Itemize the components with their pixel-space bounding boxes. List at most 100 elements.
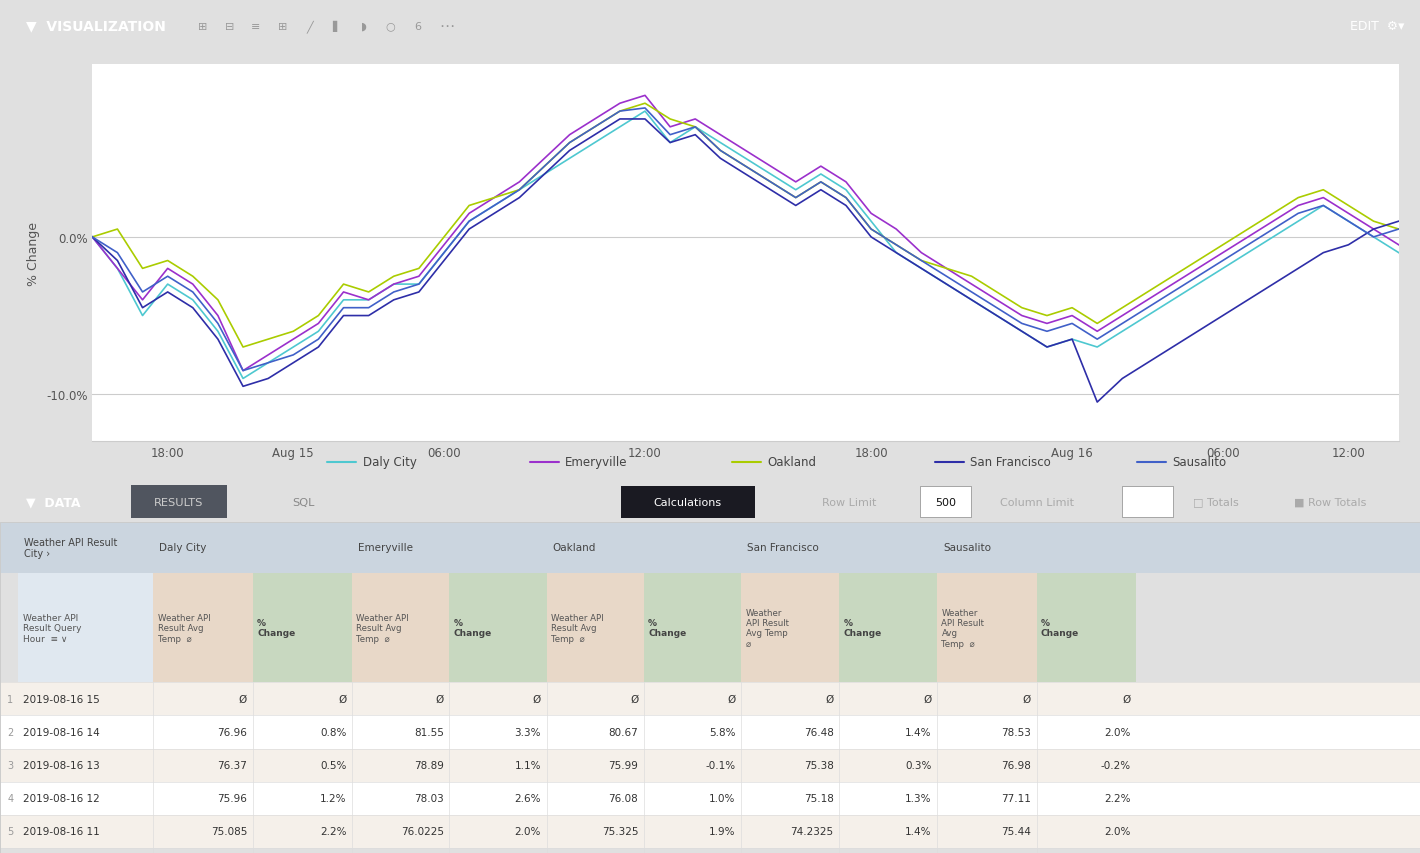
Bar (0, 682, 1420, 716)
Text: 0.5%: 0.5% (320, 760, 346, 770)
Text: %
Change: % Change (1041, 618, 1079, 638)
Bar (352, 573, 450, 682)
Text: 78.53: 78.53 (1001, 728, 1031, 737)
Text: 3.3%: 3.3% (514, 728, 541, 737)
Text: Daly City: Daly City (159, 543, 206, 553)
Text: Emeryville: Emeryville (565, 456, 628, 469)
Text: 2.2%: 2.2% (320, 827, 346, 837)
Text: Weather
API Result
Avg Temp
⌀: Weather API Result Avg Temp ⌀ (746, 608, 788, 648)
Text: Ø: Ø (630, 694, 639, 704)
Text: 1.9%: 1.9% (709, 827, 736, 837)
Text: Ø: Ø (436, 694, 443, 704)
Bar (547, 573, 645, 682)
Text: ⊟: ⊟ (226, 21, 234, 32)
Text: 2019-08-16 15: 2019-08-16 15 (23, 694, 99, 704)
Text: Ø: Ø (923, 694, 932, 704)
Text: Sausalito: Sausalito (943, 543, 991, 553)
Bar (741, 573, 839, 682)
Text: 75.99: 75.99 (608, 760, 639, 770)
Text: 76.96: 76.96 (217, 728, 247, 737)
Text: □ Totals: □ Totals (1193, 497, 1238, 507)
Bar (0, 716, 1420, 749)
Text: Oakland: Oakland (552, 543, 596, 553)
Text: 76.37: 76.37 (217, 760, 247, 770)
Text: Oakland: Oakland (768, 456, 816, 469)
Text: 2019-08-16 14: 2019-08-16 14 (23, 728, 99, 737)
Text: 75.96: 75.96 (217, 793, 247, 804)
Text: 76.48: 76.48 (804, 728, 834, 737)
Bar (18, 573, 153, 682)
Text: 2.2%: 2.2% (1103, 793, 1130, 804)
Text: Ø: Ø (1022, 694, 1031, 704)
Text: 2019-08-16 11: 2019-08-16 11 (23, 827, 99, 837)
Bar (839, 573, 937, 682)
Text: Ø: Ø (338, 694, 346, 704)
Bar (153, 573, 253, 682)
Text: 1: 1 (7, 694, 13, 704)
Text: ○: ○ (386, 21, 395, 32)
Text: SQL: SQL (293, 497, 315, 507)
Bar (253, 573, 352, 682)
Bar (0, 749, 1420, 782)
Text: 2.0%: 2.0% (1103, 827, 1130, 837)
Text: ◗: ◗ (361, 21, 366, 32)
Text: 6: 6 (415, 21, 420, 32)
Bar (645, 573, 741, 682)
Text: 78.89: 78.89 (413, 760, 443, 770)
Text: ▌: ▌ (332, 21, 341, 32)
Text: Daly City: Daly City (362, 456, 416, 469)
Text: 5.8%: 5.8% (709, 728, 736, 737)
Text: Ø: Ø (1122, 694, 1130, 704)
Text: %
Change: % Change (257, 618, 295, 638)
Bar (0, 815, 1420, 848)
Bar (937, 573, 1037, 682)
Text: Sausalito: Sausalito (1173, 456, 1227, 469)
Text: 75.38: 75.38 (804, 760, 834, 770)
Text: %
Change: % Change (454, 618, 491, 638)
Text: ╱: ╱ (307, 20, 312, 33)
Text: Weather
API Result
Avg
Temp  ⌀: Weather API Result Avg Temp ⌀ (941, 608, 984, 648)
Text: Ø: Ø (727, 694, 736, 704)
Text: 75.44: 75.44 (1001, 827, 1031, 837)
Text: 1.3%: 1.3% (905, 793, 932, 804)
Text: 2.6%: 2.6% (514, 793, 541, 804)
Text: San Francisco: San Francisco (747, 543, 819, 553)
Text: 1.0%: 1.0% (709, 793, 736, 804)
Text: 0.3%: 0.3% (905, 760, 932, 770)
Text: 74.2325: 74.2325 (791, 827, 834, 837)
Text: 2: 2 (7, 728, 13, 737)
Text: 500: 500 (936, 497, 956, 507)
Bar (1037, 573, 1136, 682)
Text: Weather API
Result Avg
Temp  ⌀: Weather API Result Avg Temp ⌀ (551, 613, 604, 643)
Text: 2.0%: 2.0% (1103, 728, 1130, 737)
Text: Calculations: Calculations (653, 497, 721, 507)
Text: Ø: Ø (825, 694, 834, 704)
Text: 76.98: 76.98 (1001, 760, 1031, 770)
Y-axis label: % Change: % Change (27, 222, 40, 285)
Text: ⋯: ⋯ (440, 19, 454, 34)
Text: 77.11: 77.11 (1001, 793, 1031, 804)
Text: 1.1%: 1.1% (514, 760, 541, 770)
Text: Ø: Ø (532, 694, 541, 704)
Text: -0.2%: -0.2% (1100, 760, 1130, 770)
Text: ⊞: ⊞ (278, 21, 287, 32)
Text: 2019-08-16 12: 2019-08-16 12 (23, 793, 99, 804)
Text: ≡: ≡ (251, 21, 260, 32)
Text: San Francisco: San Francisco (970, 456, 1051, 469)
Text: Emeryville: Emeryville (358, 543, 413, 553)
Text: 1.4%: 1.4% (905, 827, 932, 837)
Text: EDIT  ⚙▾: EDIT ⚙▾ (1350, 20, 1404, 33)
Text: 76.08: 76.08 (609, 793, 639, 804)
Text: 1.2%: 1.2% (320, 793, 346, 804)
Text: 3: 3 (7, 760, 13, 770)
Text: -0.1%: -0.1% (706, 760, 736, 770)
Text: 75.085: 75.085 (210, 827, 247, 837)
Bar (621, 486, 755, 518)
Text: 2.0%: 2.0% (514, 827, 541, 837)
Bar (920, 487, 971, 517)
Text: 76.0225: 76.0225 (400, 827, 443, 837)
Text: 0.8%: 0.8% (320, 728, 346, 737)
Text: Weather API Result
City ›: Weather API Result City › (24, 537, 118, 559)
Text: 2019-08-16 13: 2019-08-16 13 (23, 760, 99, 770)
Text: Weather API
Result Avg
Temp  ⌀: Weather API Result Avg Temp ⌀ (158, 613, 210, 643)
